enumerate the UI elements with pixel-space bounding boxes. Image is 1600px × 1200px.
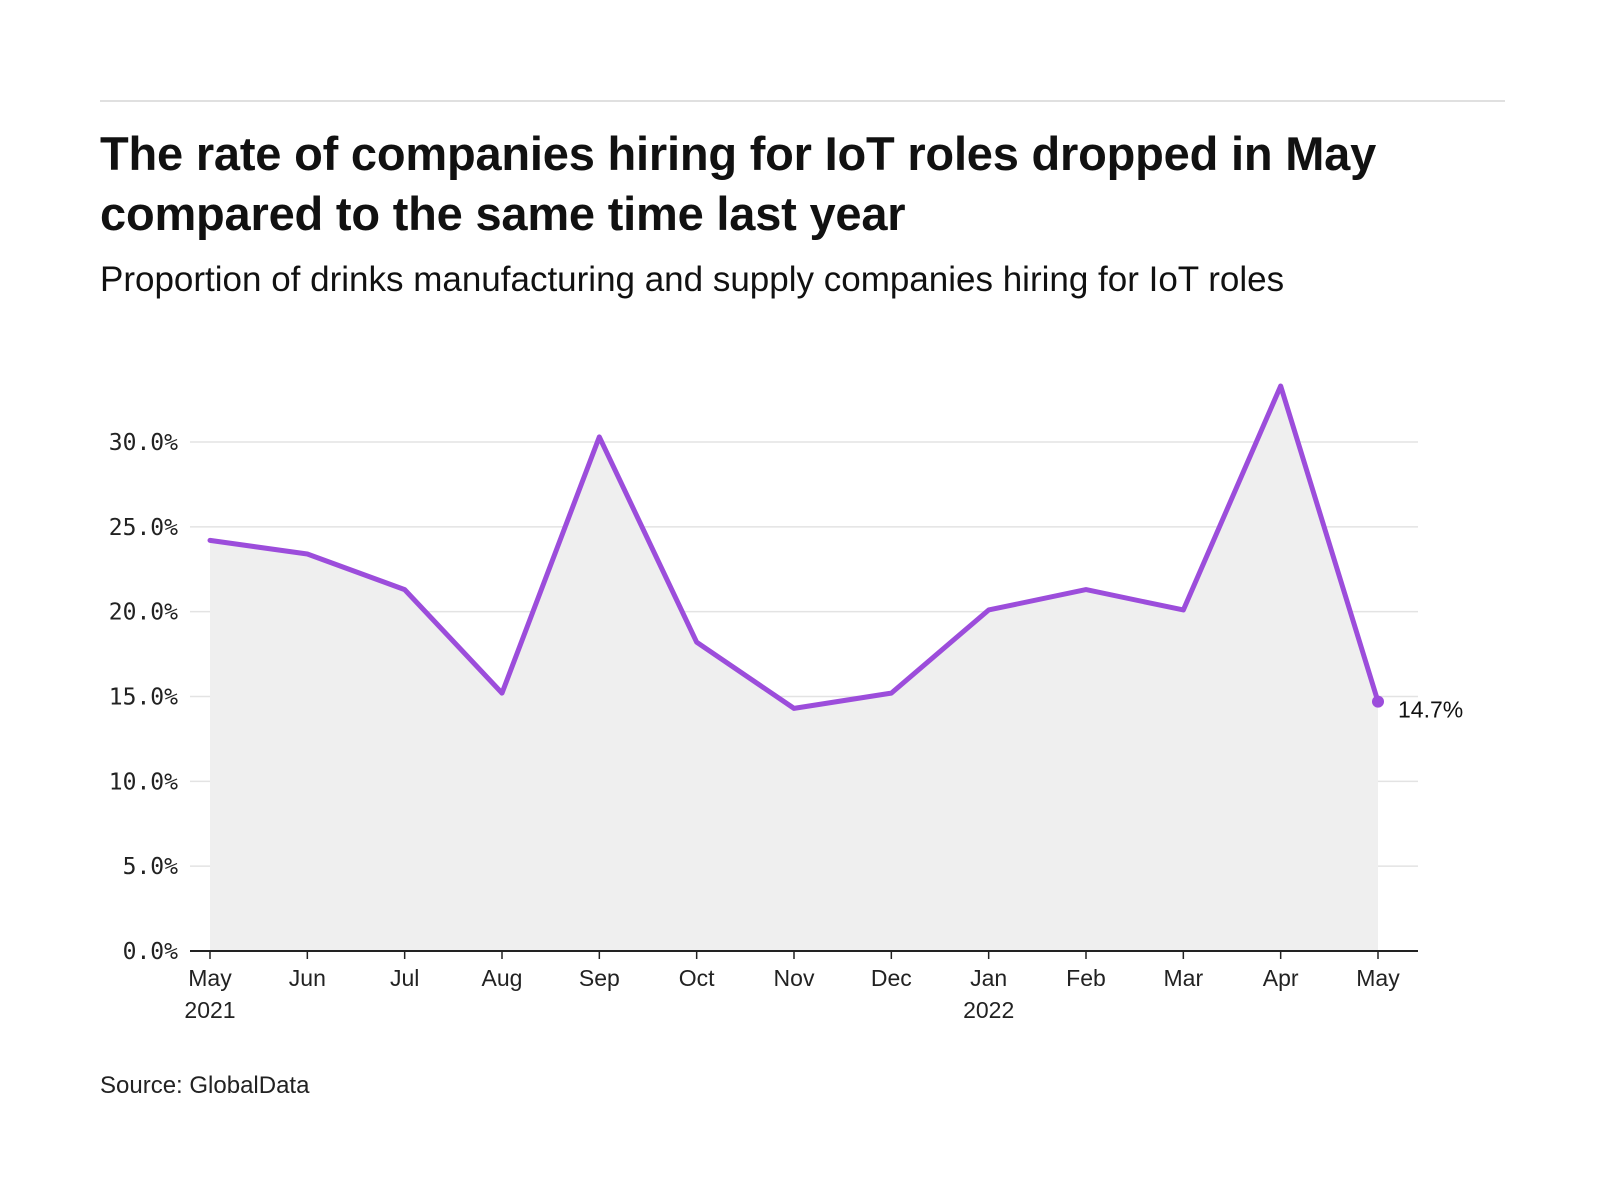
x-tick-label: Feb	[1066, 965, 1106, 991]
y-tick-label: 25.0%	[109, 515, 178, 541]
x-tick-label: Oct	[679, 965, 715, 991]
x-tick-label: May	[1356, 965, 1400, 991]
end-value-label: 14.7%	[1398, 697, 1463, 723]
data-point	[208, 538, 213, 543]
x-tick-label: Jul	[390, 965, 419, 991]
series-line	[207, 383, 1381, 711]
end-point-marker	[1372, 695, 1384, 708]
data-point	[1181, 607, 1186, 612]
y-tick-label: 10.0%	[109, 769, 178, 795]
x-tick-label: Sep	[579, 965, 620, 991]
y-tick-label: 15.0%	[109, 685, 178, 711]
data-point	[402, 587, 407, 592]
y-tick-label: 5.0%	[123, 854, 179, 880]
chart-subtitle: Proportion of drinks manufacturing and s…	[100, 260, 1285, 299]
y-tick-label: 30.0%	[109, 430, 178, 456]
x-tick-label: May	[188, 965, 232, 991]
x-year-label: 2022	[963, 997, 1014, 1023]
line-layer	[207, 383, 1384, 711]
area-layer	[210, 386, 1378, 951]
data-point	[1084, 587, 1089, 592]
area-fill	[210, 386, 1378, 951]
data-point	[1278, 384, 1283, 389]
data-point	[792, 706, 797, 711]
x-tick-label: Dec	[871, 965, 912, 991]
x-tick-label: Aug	[482, 965, 523, 991]
x-tick-label: Apr	[1263, 965, 1299, 991]
x-axis	[190, 950, 1418, 959]
x-year-label: 2021	[184, 997, 235, 1023]
x-tick-label: Nov	[774, 965, 815, 991]
y-tick-label: 20.0%	[109, 600, 178, 626]
data-point	[305, 551, 310, 556]
x-tick-label: Jun	[289, 965, 326, 991]
chart-title: The rate of companies hiring for IoT rol…	[100, 127, 1377, 240]
label-layer: 0.0% 5.0% 10.0% 15.0% 20.0% 25.0% 30.0% May 2021…	[109, 430, 1463, 1023]
source-note: Source: GlobalData	[100, 1072, 310, 1099]
data-point	[986, 607, 991, 612]
data-point	[889, 691, 894, 696]
data-point	[500, 691, 505, 696]
data-point	[694, 640, 699, 645]
x-tick-label: Mar	[1164, 965, 1204, 991]
x-tick-label: Jan	[970, 965, 1007, 991]
top-rule	[100, 100, 1505, 102]
data-point	[597, 434, 602, 439]
y-tick-label: 0.0%	[123, 939, 179, 965]
